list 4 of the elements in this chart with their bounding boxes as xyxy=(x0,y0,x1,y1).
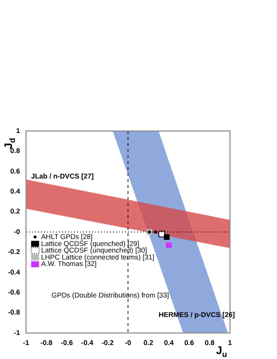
y-axis-title: Jd xyxy=(3,138,17,149)
point xyxy=(154,230,158,234)
point xyxy=(166,242,172,248)
point xyxy=(164,234,170,240)
